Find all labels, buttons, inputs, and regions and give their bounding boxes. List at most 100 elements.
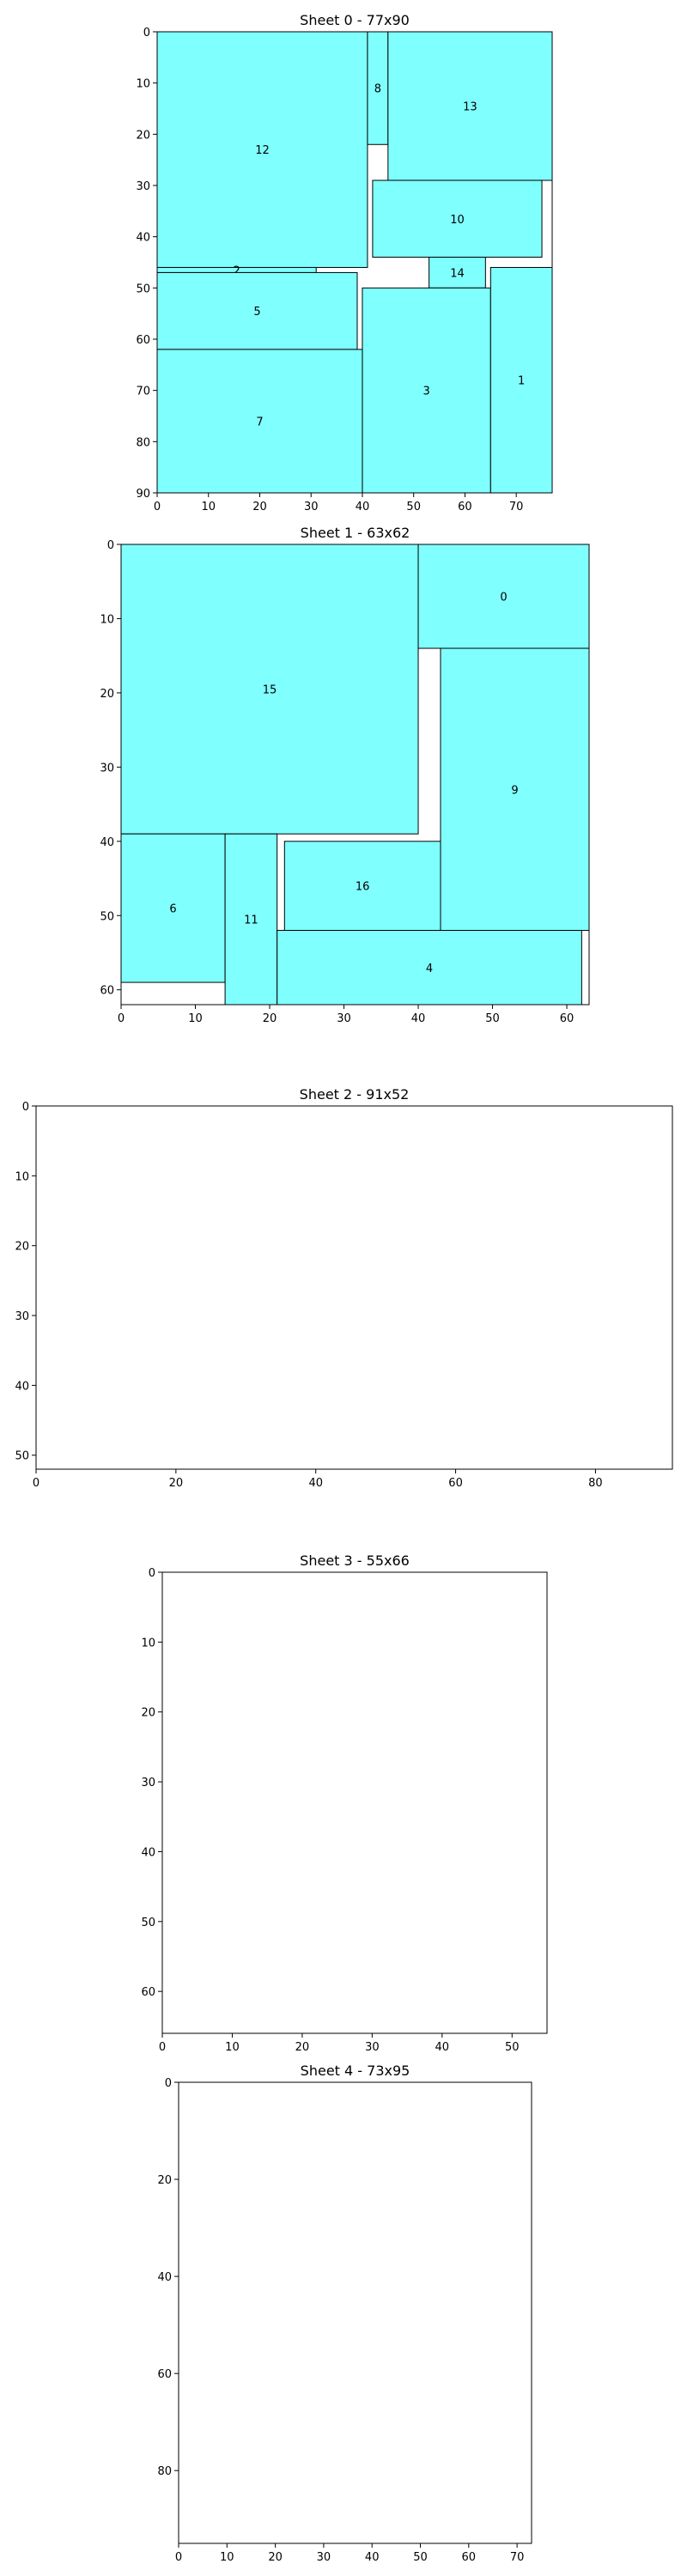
x-tick-label: 50	[505, 2041, 520, 2054]
y-tick-label: 50	[141, 1917, 155, 1929]
x-tick-label: 70	[510, 2551, 525, 2564]
piece-14-label: 14	[450, 267, 465, 280]
piece-13-label: 13	[463, 101, 477, 114]
y-tick-label: 40	[15, 1380, 29, 1393]
piece-7-label: 7	[256, 416, 263, 428]
piece-15-label: 15	[263, 684, 277, 697]
y-tick-label: 30	[136, 180, 150, 193]
x-tick-label: 10	[225, 2041, 240, 2054]
x-tick-label: 0	[118, 1012, 125, 1025]
piece-15-rect	[120, 544, 419, 835]
piece-16-label: 16	[356, 881, 370, 894]
y-tick-label: 0	[22, 1101, 29, 1114]
y-tick-label: 80	[136, 436, 150, 449]
x-tick-label: 60	[462, 2551, 477, 2564]
x-tick-label: 60	[448, 1477, 463, 1490]
piece-10-label: 10	[450, 214, 465, 227]
y-tick-label: 40	[157, 2271, 172, 2284]
x-tick-label: 10	[188, 1012, 203, 1025]
piece-6-label: 6	[169, 903, 176, 916]
y-tick-label: 10	[15, 1170, 29, 1183]
y-tick-label: 40	[141, 1846, 155, 1859]
x-tick-label: 60	[458, 501, 472, 513]
piece-12-rect	[156, 31, 368, 268]
y-tick-label: 60	[100, 985, 114, 998]
y-tick-label: 60	[141, 1986, 155, 1999]
x-tick-label: 20	[252, 501, 267, 513]
y-tick-label: 50	[136, 283, 150, 295]
x-tick-label: 20	[169, 1477, 184, 1490]
sheet-4-title: Sheet 4 - 73x95	[301, 2063, 410, 2079]
piece-10-rect	[372, 179, 543, 258]
y-tick-label: 20	[157, 2174, 172, 2187]
x-tick-label: 40	[365, 2551, 380, 2564]
x-tick-label: 30	[365, 2041, 380, 2054]
y-tick-label: 50	[100, 910, 114, 923]
y-tick-label: 0	[165, 2077, 172, 2090]
piece-1-label: 1	[518, 375, 525, 388]
y-tick-label: 30	[141, 1777, 155, 1789]
piece-7-rect	[156, 349, 363, 494]
x-tick-label: 40	[356, 501, 370, 513]
x-tick-label: 20	[263, 1012, 277, 1025]
sheet-4-axes-frame	[178, 2081, 532, 2544]
x-tick-label: 30	[317, 2551, 331, 2564]
piece-4-rect	[277, 930, 582, 1005]
piece-3-label: 3	[423, 386, 429, 398]
piece-8-label: 8	[374, 83, 381, 96]
y-tick-label: 20	[136, 129, 150, 142]
y-tick-label: 20	[100, 688, 114, 701]
x-tick-label: 10	[220, 2551, 234, 2564]
y-tick-label: 40	[100, 836, 114, 849]
piece-0-rect	[417, 544, 590, 649]
sheet-4-panel: Sheet 4 - 73x95 0 10 20 30 40 50 60 70 0 20 40 60 80	[157, 2063, 532, 2564]
piece-3-rect	[362, 287, 491, 494]
y-tick-label: 0	[143, 27, 150, 39]
piece-11-label: 11	[244, 914, 258, 927]
y-tick-label: 90	[136, 488, 150, 501]
piece-9-rect	[440, 647, 590, 932]
y-tick-label: 30	[100, 762, 114, 775]
piece-6-rect	[120, 833, 226, 983]
x-tick-label: 10	[201, 501, 216, 513]
y-tick-label: 0	[149, 1567, 155, 1580]
sheet-0-title: Sheet 0 - 77x90	[300, 12, 410, 28]
x-tick-label: 20	[268, 2551, 283, 2564]
piece-16-rect	[283, 841, 441, 932]
x-tick-label: 20	[295, 2041, 310, 2054]
x-tick-label: 30	[337, 1012, 351, 1025]
x-tick-label: 50	[406, 501, 421, 513]
piece-5-label: 5	[253, 306, 260, 319]
y-tick-label: 40	[136, 232, 150, 245]
x-tick-label: 40	[435, 2041, 450, 2054]
sheet-2-panel: Sheet 2 - 91x52 0 20 40 60 80 0 10 20 30 40 50	[15, 1086, 673, 1490]
y-tick-label: 60	[136, 334, 150, 347]
y-tick-label: 70	[136, 386, 150, 398]
sheet-3-panel: Sheet 3 - 55x66 0 10 20 30 40 50 0 10 20 30 40 50 60	[141, 1552, 548, 2054]
y-tick-label: 10	[100, 613, 114, 626]
piece-5-rect	[156, 271, 358, 350]
x-tick-label: 40	[308, 1477, 323, 1490]
x-tick-label: 30	[304, 501, 319, 513]
y-tick-label: 10	[136, 78, 150, 91]
piece-14-rect	[429, 257, 486, 289]
sheet-2-axes-frame	[35, 1105, 673, 1470]
piece-2-label: 2	[233, 264, 240, 277]
sheet-1-axes-frame	[120, 544, 590, 1005]
sheet-3-axes-frame	[161, 1571, 548, 2034]
x-tick-label: 0	[175, 2551, 182, 2564]
y-tick-label: 20	[141, 1707, 155, 1720]
x-tick-label: 50	[413, 2551, 428, 2564]
x-tick-label: 50	[485, 1012, 500, 1025]
piece-1-rect	[489, 266, 553, 494]
x-tick-label: 80	[588, 1477, 603, 1490]
x-tick-label: 0	[154, 501, 161, 513]
sheet-1-title: Sheet 1 - 63x62	[301, 525, 410, 541]
x-tick-label: 0	[159, 2041, 166, 2054]
y-tick-label: 20	[15, 1241, 29, 1254]
sheet-3-title: Sheet 3 - 55x66	[300, 1552, 410, 1569]
sheet-0-axes-frame	[156, 31, 553, 494]
